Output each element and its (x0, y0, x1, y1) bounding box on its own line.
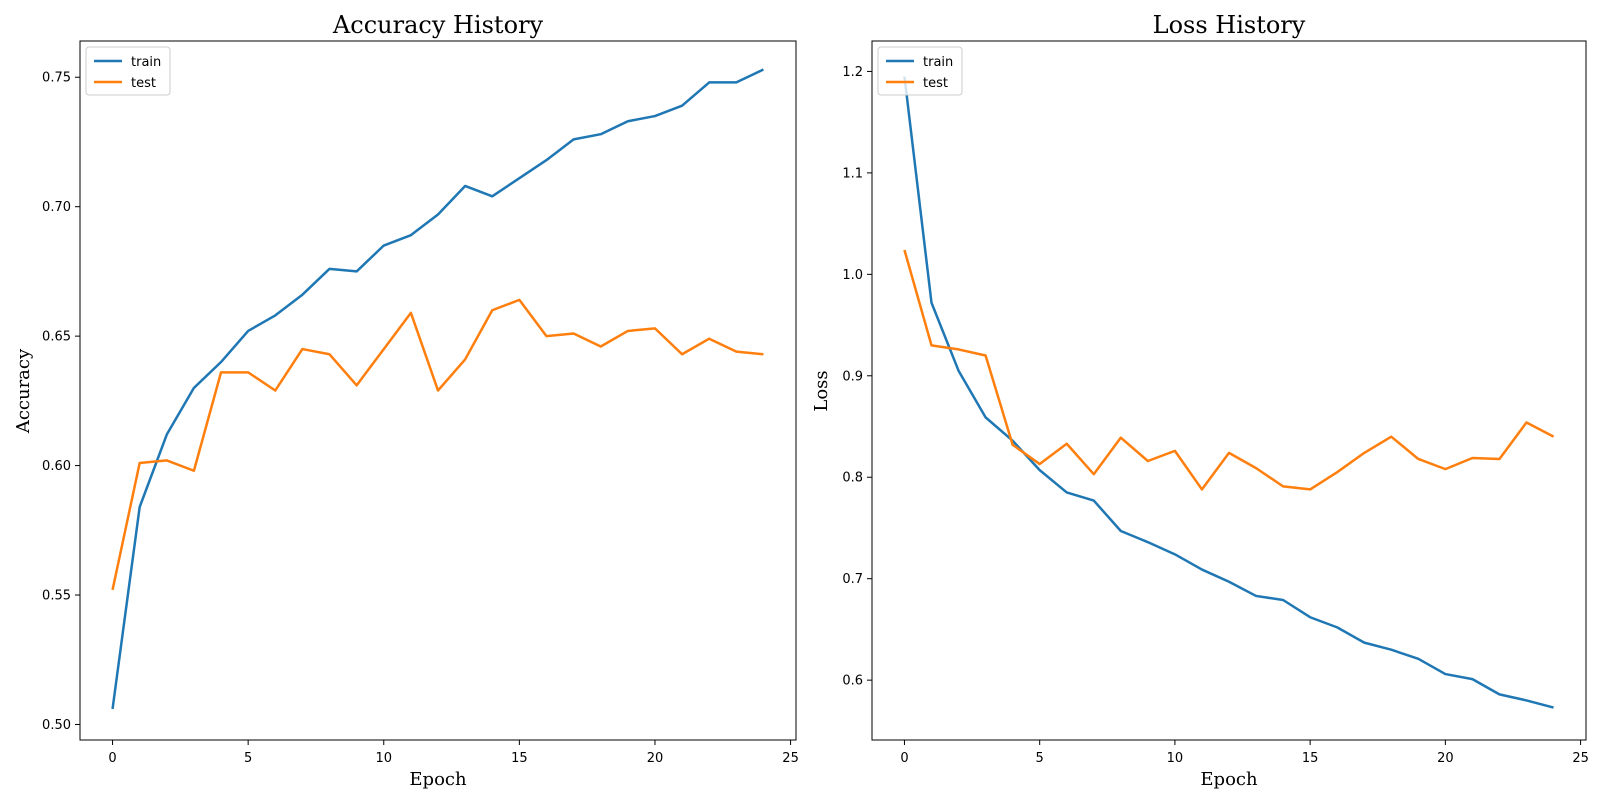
y-tick-label: 0.7 (842, 572, 863, 587)
y-axis-label: Accuracy (13, 348, 34, 434)
ticks-group: 0 5 10 15 20 25 0.50 0.55 0.60 0.65 0.70 0.75 (42, 71, 799, 766)
x-tick-label: 20 (1437, 751, 1454, 766)
x-tick-label: 5 (1036, 751, 1044, 766)
series-lines (903, 76, 1555, 709)
legend: train test (877, 46, 963, 96)
x-tick-label: 0 (108, 751, 116, 766)
y-tick-label: 0.50 (42, 718, 71, 733)
legend-label-test: test (923, 76, 948, 91)
x-tick-label: 10 (375, 751, 392, 766)
legend-label-train: train (923, 55, 953, 70)
y-tick-label: 1.0 (842, 268, 863, 283)
x-tick-label: 10 (1167, 751, 1184, 766)
y-tick-label: 0.55 (42, 589, 71, 604)
y-tick-label: 0.8 (842, 471, 863, 486)
legend-label-test: test (131, 76, 156, 91)
x-axis-label: Epoch (1200, 769, 1258, 790)
chart-title: Loss History (1153, 11, 1306, 39)
y-tick-label: 0.70 (42, 200, 71, 215)
series-line-test (903, 249, 1555, 491)
x-tick-label: 25 (782, 751, 799, 766)
series-line-train (903, 76, 1554, 709)
ticks-group: 0 5 10 15 20 25 0.6 0.7 0.8 0.9 1.0 1.1 1.2 (842, 65, 1589, 766)
y-tick-label: 1.1 (842, 166, 863, 181)
y-tick-label: 0.60 (42, 459, 71, 474)
x-tick-label: 15 (511, 751, 528, 766)
series-line-train (111, 68, 764, 710)
chart-title: Accuracy History (332, 11, 544, 39)
x-tick-label: 5 (244, 751, 252, 766)
y-tick-label: 0.6 (842, 674, 863, 689)
accuracy-chart: Accuracy History Epoch Accuracy 0 5 10 15 20… (13, 11, 799, 790)
plot-frame (871, 40, 1587, 741)
loss-chart: Loss History Epoch Loss 0 5 10 15 20 25 0.6 0.7… (811, 11, 1589, 790)
x-axis-label: Epoch (409, 769, 467, 790)
x-tick-label: 25 (1572, 751, 1589, 766)
legend: train test (85, 46, 171, 96)
y-tick-label: 1.2 (842, 65, 863, 80)
y-tick-label: 0.9 (842, 369, 863, 384)
legend-label-train: train (131, 55, 161, 70)
plot-frame (79, 40, 797, 741)
x-tick-label: 0 (900, 751, 908, 766)
series-lines (111, 68, 764, 710)
y-tick-label: 0.65 (42, 330, 71, 345)
y-axis-label: Loss (811, 370, 832, 411)
y-tick-label: 0.75 (42, 71, 71, 86)
series-line-test (111, 298, 764, 591)
x-tick-label: 15 (1302, 751, 1319, 766)
x-tick-label: 20 (647, 751, 664, 766)
